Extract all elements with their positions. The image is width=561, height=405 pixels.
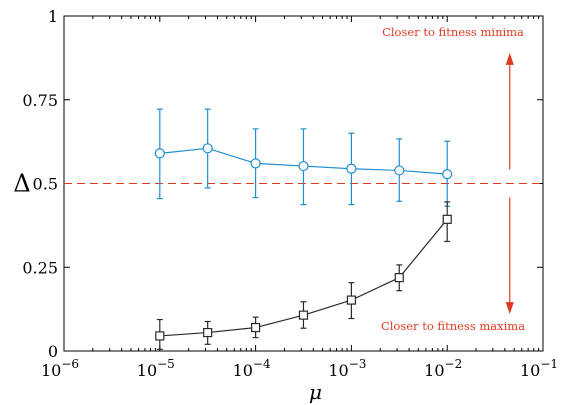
x-tick-base: 10 [41, 361, 61, 380]
x-tick-label: 10−6 [41, 357, 79, 380]
data-point [346, 295, 356, 305]
x-tick-exponent: −4 [253, 357, 271, 371]
x-tick-label: 10−2 [424, 357, 462, 380]
y-tick-label: 1 [48, 7, 58, 26]
x-tick-base: 10 [137, 361, 157, 380]
x-tick-exponent: −2 [445, 357, 463, 371]
x-tick-label: 10−1 [520, 357, 558, 380]
data-point [203, 327, 213, 338]
data-point [298, 160, 309, 172]
data-point [442, 214, 452, 224]
data-point [298, 310, 309, 320]
x-tick-label: 10−3 [328, 357, 366, 380]
data-point [155, 331, 165, 341]
x-axis-label: μ [309, 380, 322, 404]
y-tick-label: 0 [48, 342, 58, 361]
series-squares [155, 201, 452, 350]
data-point [394, 165, 405, 176]
annotation-minima: Closer to fitness minima [382, 25, 524, 39]
y-tick-label: 0.75 [22, 91, 58, 110]
y-axis-label: Δ [13, 170, 30, 198]
x-tick-base: 10 [233, 361, 253, 380]
arrow-down-head [505, 302, 514, 315]
x-tick-base: 10 [424, 361, 444, 380]
data-point [394, 273, 404, 283]
x-tick-exponent: −3 [349, 357, 367, 371]
y-tick-label: 0.25 [22, 258, 58, 277]
x-tick-exponent: −1 [540, 357, 558, 371]
data-point [442, 169, 453, 180]
data-point [346, 163, 357, 174]
data-point [250, 158, 261, 169]
x-tick-base: 10 [520, 361, 540, 380]
data-point [154, 148, 165, 159]
x-tick-label: 10−4 [233, 357, 271, 380]
data-point [202, 143, 213, 154]
x-tick-label: 10−5 [137, 357, 175, 380]
x-tick-base: 10 [328, 361, 348, 380]
y-tick-label: 0.5 [33, 175, 58, 194]
series-circles [154, 108, 453, 207]
x-tick-exponent: −6 [61, 357, 79, 371]
arrow-up-head [505, 52, 514, 65]
data-point [251, 322, 261, 333]
x-tick-exponent: −5 [157, 357, 175, 371]
annotation-maxima: Closer to fitness maxima [381, 319, 525, 333]
